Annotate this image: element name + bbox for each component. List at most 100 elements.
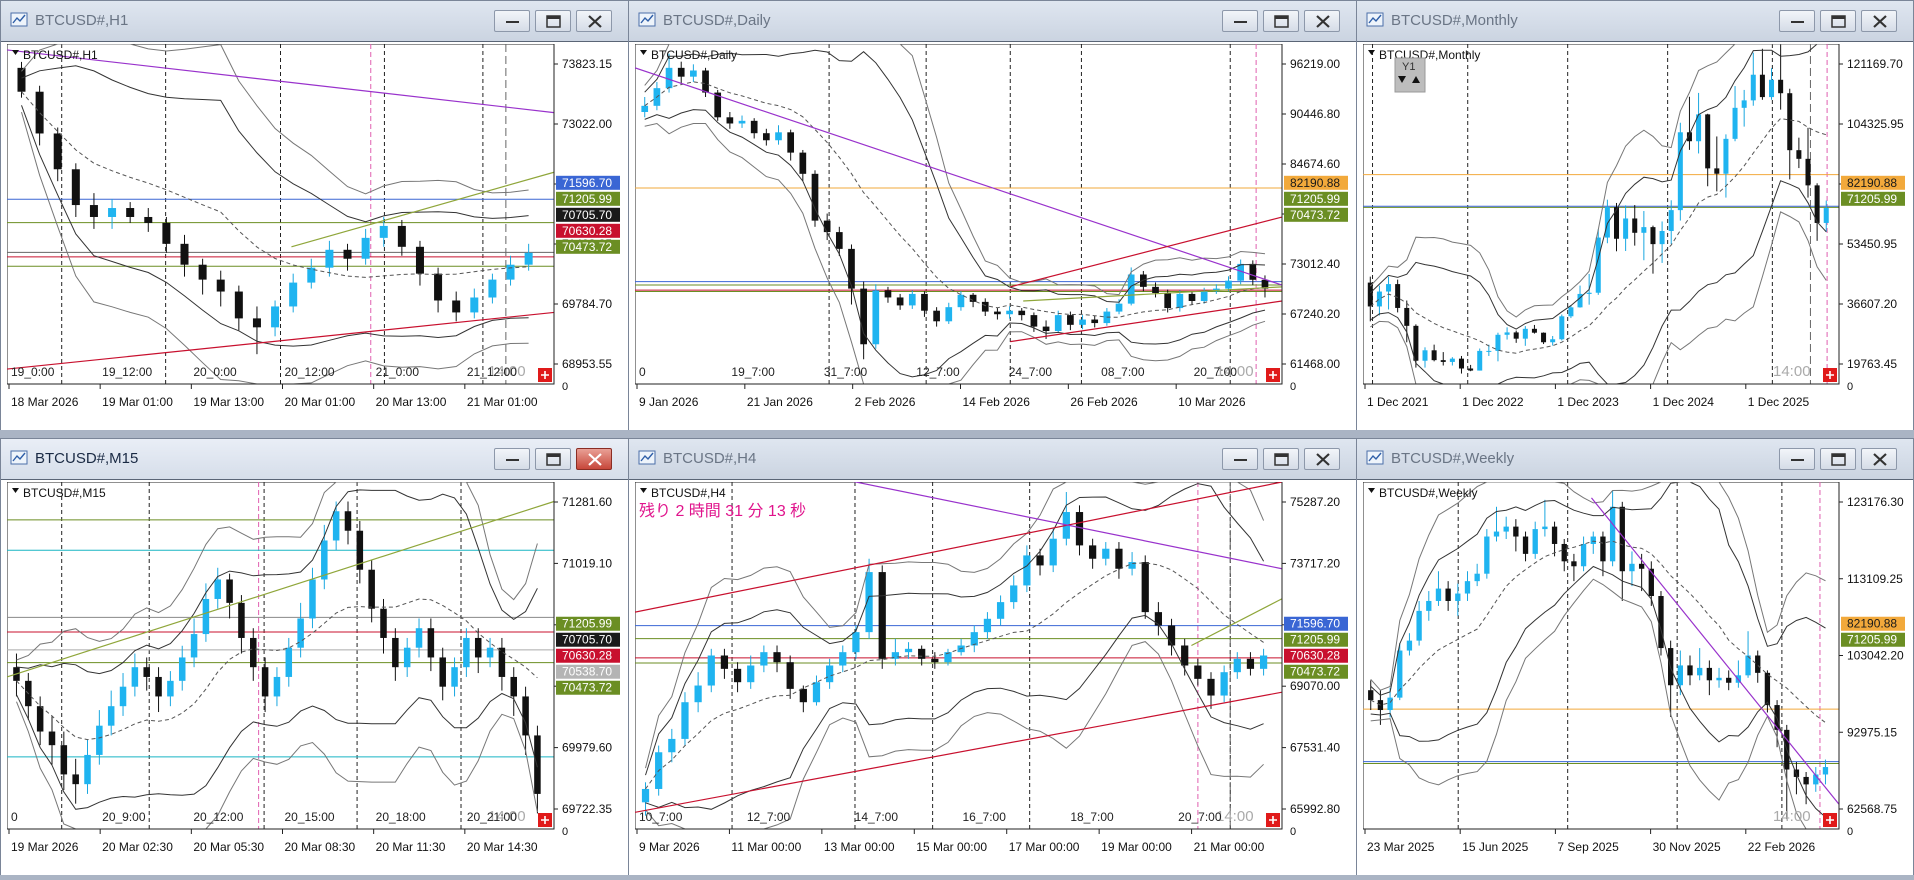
candle [1154,602,1163,636]
trend-line[interactable] [6,49,555,114]
chart-window-monthly[interactable]: BTCUSD#,Monthly BTCUSD#,Monthly Y1 121169.7… [1356,0,1914,431]
symbol-label-group[interactable]: BTCUSD#,H1 [12,48,98,62]
candle [451,657,458,697]
minimize-button[interactable] [1222,10,1258,32]
add-indicator-button[interactable] [1823,813,1837,827]
close-button[interactable] [1861,10,1897,32]
chart-window-h4[interactable]: BTCUSD#,H4 BTCUSD#,H4 残り 2 時間 31 分 13 秒 752… [628,438,1357,876]
window-title-bar[interactable]: BTCUSD#,M15 [1,439,628,479]
band-middle-line [1369,117,1827,354]
trend-line[interactable] [790,468,1283,570]
price-chart[interactable]: BTCUSD#,M1571281.6071019.1070761.8570242… [1,480,629,876]
trend-line[interactable] [1010,300,1283,343]
collapse-triangle-icon[interactable] [1368,50,1375,55]
trend-line[interactable] [634,691,1283,813]
maximize-button[interactable] [1820,10,1856,32]
collapse-triangle-icon[interactable] [12,488,19,493]
chart-area[interactable]: BTCUSD#,H4 残り 2 時間 31 分 13 秒 75287.20 73717… [629,468,1357,876]
price-chart[interactable]: BTCUSD#,H173823.1573022.0072204.5071403.… [1,42,629,431]
trend-line[interactable] [1191,598,1283,647]
candle [1532,521,1538,559]
close-button[interactable] [1304,10,1340,32]
arrow-down-icon[interactable] [1398,76,1406,83]
add-indicator-button[interactable] [1266,813,1280,827]
window-title-bar[interactable]: BTCUSD#,Weekly [1357,439,1913,479]
chart-area[interactable]: BTCUSD#,Weekly 123176.30 113109.25 103042.2… [1357,479,1914,876]
add-indicator-button[interactable] [1823,368,1837,382]
chart-area[interactable]: BTCUSD#,MonthlyY1121169.70104325.9587482… [1357,41,1914,431]
trend-line[interactable] [634,481,1283,613]
price-tick-label: 71281.60 [562,495,612,509]
maximize-button[interactable] [535,10,571,32]
trend-line[interactable] [291,171,555,248]
add-indicator-button[interactable] [1266,368,1280,382]
close-button[interactable] [576,448,612,470]
collapse-triangle-icon[interactable] [1368,488,1375,493]
close-icon [1316,453,1330,466]
minimize-button[interactable] [1779,10,1815,32]
chart-area[interactable]: BTCUSD#,H173823.1573022.0072204.5071403.… [1,41,629,431]
minimize-button[interactable] [494,10,530,32]
trend-line[interactable] [1010,216,1283,288]
symbol-label-group[interactable]: BTCUSD#,M15 [12,486,106,500]
candle [694,672,702,713]
trend-line[interactable] [6,500,555,678]
maximize-button[interactable] [1263,448,1299,470]
candle [190,618,198,668]
symbol-label-group[interactable]: BTCUSD#,H4 [640,486,726,500]
candle [1397,643,1403,701]
period-tag-button[interactable]: Y1 [1394,57,1426,93]
candle [285,637,293,687]
window-title-bar[interactable]: BTCUSD#,H4 [629,439,1356,479]
minimize-icon [1791,21,1804,23]
close-icon [588,453,602,466]
maximize-button[interactable] [1820,448,1856,470]
chart-area[interactable]: BTCUSD#,Daily96219.0090446.8084674.60789… [629,41,1357,431]
time-axis-label: 20_21:00 [467,810,517,824]
maximize-button[interactable] [535,448,571,470]
minimize-button[interactable] [1222,448,1258,470]
collapse-triangle-icon[interactable] [12,50,19,55]
window-title-bar[interactable]: BTCUSD#,H1 [1,1,628,41]
add-indicator-button[interactable] [538,813,552,827]
candle [356,520,364,584]
date-axis-label: 1 Dec 2025 [1748,395,1810,409]
chart-window-daily[interactable]: BTCUSD#,Daily BTCUSD#,Daily 96219.00 90446.… [628,0,1357,431]
window-title-bar[interactable]: BTCUSD#,Daily [629,1,1356,41]
price-tick-label: 121169.70 [1847,57,1903,71]
trend-line[interactable] [1591,497,1840,805]
close-button[interactable] [1304,448,1340,470]
chart-window-m15[interactable]: BTCUSD#,M15 BTCUSD#,M15 71281.60 71019.10 70… [0,438,629,876]
price-badge: 71596.70 [556,175,620,190]
close-icon [588,15,602,28]
price-chart[interactable]: BTCUSD#,Daily96219.0090446.8084674.60789… [629,42,1357,431]
price-chart[interactable]: BTCUSD#,MonthlyY1121169.70104325.9587482… [1357,42,1914,431]
close-button[interactable] [576,10,612,32]
price-badge: 70473.72 [1284,207,1348,222]
trend-line[interactable] [6,311,555,370]
candle [1455,583,1461,616]
maximize-button[interactable] [1263,10,1299,32]
minimize-button[interactable] [1779,448,1815,470]
trend-line[interactable] [1023,286,1283,302]
collapse-triangle-icon[interactable] [640,488,647,493]
candle [1559,314,1565,341]
minimize-button[interactable] [494,448,530,470]
period-tag-label: Y1 [1402,61,1415,73]
chart-area[interactable]: BTCUSD#,M1571281.6071019.1070761.8570242… [1,479,629,876]
close-button[interactable] [1861,448,1897,470]
candle [1542,499,1548,537]
time-axis-label: 20_7:00 [1178,810,1222,824]
trend-line[interactable] [634,67,1283,286]
symbol-label-group[interactable]: BTCUSD#,Daily [640,48,737,62]
add-indicator-button[interactable] [538,368,552,382]
chart-window-weekly[interactable]: BTCUSD#,Weekly BTCUSD#,Weekly 123176.30 113… [1356,438,1914,876]
price-badge: 71205.99 [556,616,620,631]
price-chart[interactable]: BTCUSD#,H4 残り 2 時間 31 分 13 秒 75287.20 73717… [629,468,1357,876]
symbol-label-group[interactable]: BTCUSD#,Weekly [1368,486,1477,500]
window-title-bar[interactable]: BTCUSD#,Monthly [1357,1,1913,41]
collapse-triangle-icon[interactable] [640,50,647,55]
price-chart[interactable]: BTCUSD#,Weekly 123176.30 113109.25 103042.2… [1357,480,1914,876]
arrow-up-icon[interactable] [1412,76,1420,83]
chart-window-h1[interactable]: BTCUSD#,H1BTCUSD#,H173823.1573022.007220… [0,0,629,431]
